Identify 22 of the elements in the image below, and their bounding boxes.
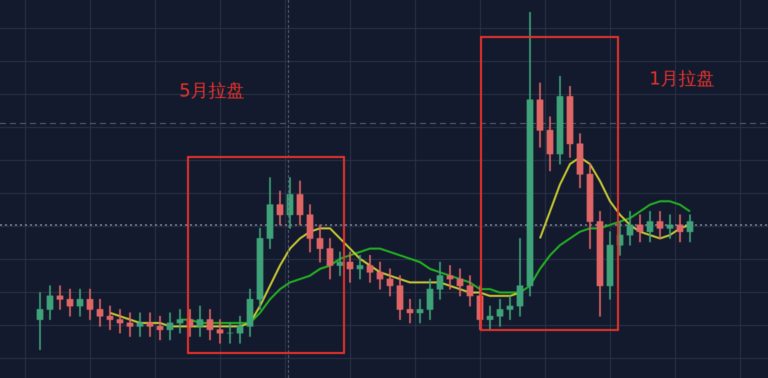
candlestick xyxy=(666,214,674,239)
annotation: 1月拉盘 xyxy=(649,68,715,90)
candlestick xyxy=(446,265,454,290)
candlestick xyxy=(176,309,184,334)
candlestick xyxy=(406,298,414,324)
candlestick xyxy=(116,309,124,334)
candlestick xyxy=(56,285,64,310)
candlestick xyxy=(336,252,344,276)
candlestick xyxy=(346,252,354,283)
candlestick xyxy=(356,255,364,280)
candlestick xyxy=(146,312,154,337)
candlestick xyxy=(156,316,164,340)
candlestick xyxy=(216,319,224,344)
candlestick xyxy=(136,312,144,337)
candlestick xyxy=(416,298,424,324)
annotation: 5月拉盘 xyxy=(179,80,245,102)
candlestick xyxy=(196,306,204,337)
candlestick xyxy=(486,306,494,330)
candlestick xyxy=(126,312,134,337)
candlestick xyxy=(106,306,114,330)
candlestick xyxy=(506,296,514,320)
candlestick xyxy=(36,292,44,350)
